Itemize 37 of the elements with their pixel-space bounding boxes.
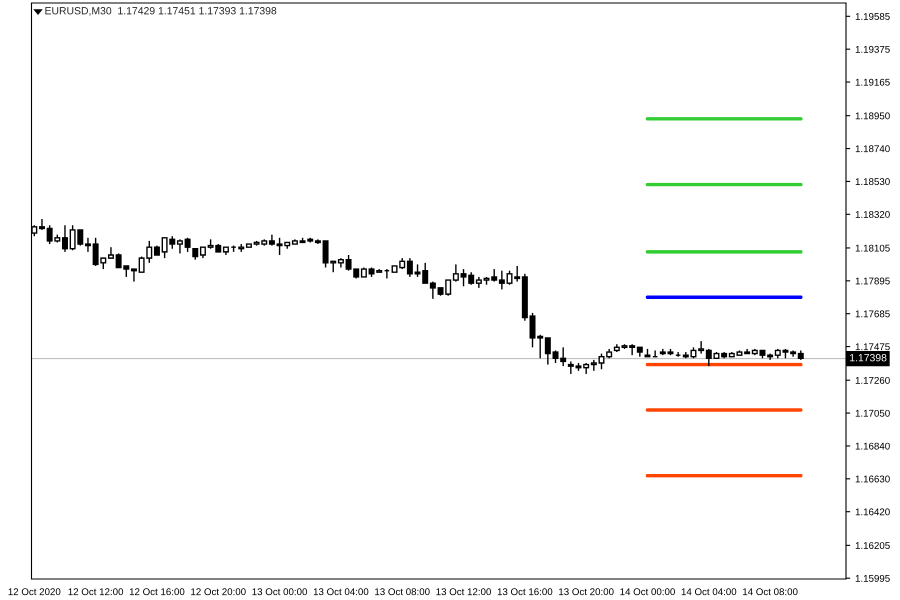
x-tick-label: 14 Oct 00:00 [620,588,675,596]
y-tick-label: 1.17050 [856,410,890,417]
y-tick-label: 1.19165 [856,78,890,86]
y-tick-label: 1.19375 [856,46,890,53]
x-tick-label: 12 Oct 2020 [8,588,60,596]
x-tick-label: 12 Oct 20:00 [191,588,246,596]
y-tick-label: 1.19585 [856,13,890,20]
candlestick [636,346,643,358]
candlestick [652,350,658,358]
y-tick-label: 1.16420 [856,508,890,516]
x-tick-label: 14 Oct 08:00 [743,588,798,596]
x-tick-label: 13 Oct 08:00 [375,588,430,596]
y-tick-label: 1.16630 [856,476,890,482]
x-tick-label: 13 Oct 20:00 [559,588,614,596]
y-tick-label: 1.18740 [856,145,890,152]
y-tick-label: 1.17475 [856,343,890,350]
y-tick-label: 1.18320 [856,211,890,218]
x-tick-label: 12 Oct 12:00 [68,588,124,596]
candlestick [798,350,804,361]
chart-title: EURUSD,M30 1.17429 1.17451 1.17393 1.17398 [45,7,276,16]
x-tick-label: 14 Oct 04:00 [682,588,736,596]
y-tick-label: 1.17895 [856,278,890,284]
y-tick-label: 1.17685 [856,310,890,318]
y-tick-label: 1.15995 [856,574,890,582]
y-tick-label: 1.18105 [856,244,890,252]
ref-line-label: 1.17398 [850,354,886,362]
y-tick-label: 1.17260 [856,376,890,384]
y-tick-label: 1.16840 [856,442,890,450]
x-tick-label: 12 Oct 16:00 [130,588,184,596]
y-tick-label: 1.18950 [856,112,890,120]
x-tick-label: 13 Oct 12:00 [436,588,491,596]
x-tick-label: 13 Oct 04:00 [314,588,368,596]
candlestick [384,268,390,280]
y-tick-label: 1.16205 [856,542,890,549]
x-tick-label: 13 Oct 00:00 [252,588,308,596]
y-tick-label: 1.18530 [856,178,890,186]
x-tick-label: 13 Oct 16:00 [498,588,552,596]
